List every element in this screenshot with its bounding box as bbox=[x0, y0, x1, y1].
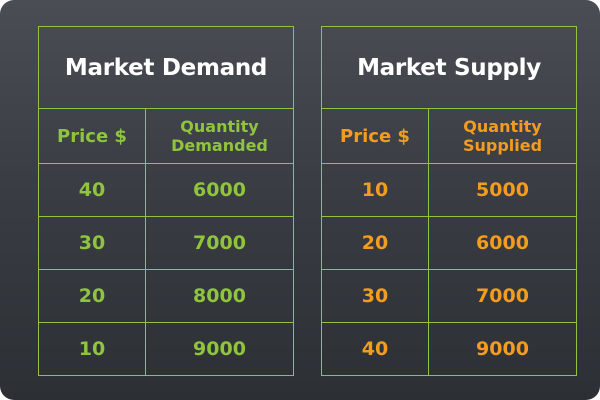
table-row: 30 7000 bbox=[38, 216, 294, 270]
supply-quantity-header-line-2: Supplied bbox=[462, 136, 543, 155]
demand-quantity-cell: 7000 bbox=[145, 216, 294, 270]
demand-price-cell: 20 bbox=[38, 269, 146, 323]
demand-price-cell: 40 bbox=[38, 163, 146, 217]
demand-quantity-header-line-1: Quantity bbox=[180, 117, 259, 136]
table-row: 20 6000 bbox=[321, 216, 577, 270]
demand-quantity-header-line-2: Demanded bbox=[171, 136, 268, 155]
table-row: 40 9000 bbox=[321, 322, 577, 376]
supply-table-title: Market Supply bbox=[321, 26, 577, 109]
supply-quantity-header-line-1: Quantity bbox=[463, 117, 542, 136]
demand-quantity-cell: 8000 bbox=[145, 269, 294, 323]
supply-quantity-cell: 5000 bbox=[428, 163, 577, 217]
demand-price-cell: 30 bbox=[38, 216, 146, 270]
supply-quantity-header: Quantity Supplied bbox=[428, 108, 577, 164]
supply-quantity-cell: 7000 bbox=[428, 269, 577, 323]
table-row: 30 7000 bbox=[321, 269, 577, 323]
demand-price-header: Price $ bbox=[38, 108, 146, 164]
market-supply-table: Market Supply Price $ Quantity Supplied … bbox=[321, 26, 577, 376]
market-demand-table: Market Demand Price $ Quantity Demanded … bbox=[38, 26, 294, 376]
supply-price-cell: 20 bbox=[321, 216, 429, 270]
table-row: 10 9000 bbox=[38, 322, 294, 376]
demand-quantity-header: Quantity Demanded bbox=[145, 108, 294, 164]
supply-quantity-cell: 9000 bbox=[428, 322, 577, 376]
table-row: 20 8000 bbox=[38, 269, 294, 323]
supply-price-cell: 10 bbox=[321, 163, 429, 217]
demand-price-cell: 10 bbox=[38, 322, 146, 376]
supply-price-cell: 30 bbox=[321, 269, 429, 323]
supply-price-header: Price $ bbox=[321, 108, 429, 164]
supply-price-cell: 40 bbox=[321, 322, 429, 376]
table-row: 10 5000 bbox=[321, 163, 577, 217]
demand-quantity-cell: 6000 bbox=[145, 163, 294, 217]
table-row: 40 6000 bbox=[38, 163, 294, 217]
supply-quantity-cell: 6000 bbox=[428, 216, 577, 270]
demand-quantity-cell: 9000 bbox=[145, 322, 294, 376]
demand-table-title: Market Demand bbox=[38, 26, 294, 109]
